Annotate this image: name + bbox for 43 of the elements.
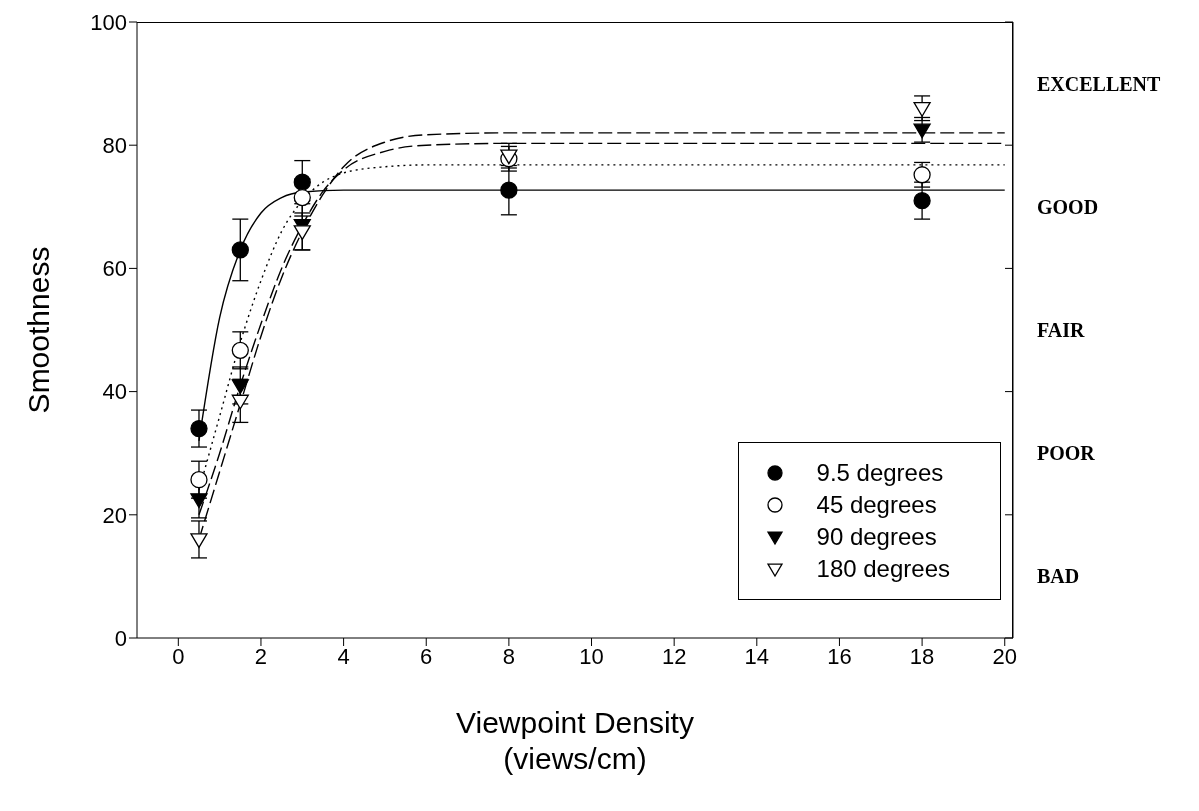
point	[231, 379, 249, 395]
y-tick-label: 40	[102, 379, 127, 405]
x-tick-label: 4	[337, 643, 350, 669]
x-tick-label: 0	[172, 643, 185, 669]
x-tick-label: 12	[661, 643, 687, 669]
point	[913, 166, 931, 184]
x-tick-label: 20	[992, 643, 1017, 669]
point	[293, 188, 311, 207]
text: GOOD	[1037, 194, 1099, 219]
point	[190, 533, 208, 549]
point	[500, 181, 518, 199]
legend-label: 180 degrees	[816, 554, 950, 584]
x-tick-label: 14	[744, 643, 770, 669]
point	[293, 173, 311, 191]
x-tick-label: 2	[254, 643, 268, 669]
y-tick-label: 80	[102, 133, 127, 159]
legend-label: 90 degrees	[816, 522, 937, 552]
point	[190, 471, 208, 489]
legend-label: 45 degrees	[816, 490, 937, 520]
x-tick-label: 10	[579, 643, 604, 669]
legend-label: 9.5 degrees	[816, 458, 944, 488]
x-tick-label: 18	[909, 643, 935, 669]
text: FAIR	[1037, 318, 1085, 342]
y-tick-label: 60	[102, 256, 127, 282]
x-tick-label: 8	[502, 643, 516, 669]
point	[190, 493, 208, 509]
point	[231, 394, 249, 410]
point	[913, 123, 931, 139]
point	[190, 419, 208, 438]
text: POOR	[1037, 441, 1095, 466]
point	[293, 225, 311, 241]
point	[913, 191, 931, 210]
y-axis-title: Smoothness	[21, 246, 55, 414]
text: BAD	[1037, 564, 1080, 589]
x-axis-title: Viewpoint Density (views/cm)	[456, 706, 694, 775]
point	[231, 241, 249, 259]
text: EXCELLENT	[1037, 71, 1161, 96]
y-tick-label: 0	[114, 625, 127, 651]
x-tick-label: 16	[827, 643, 852, 669]
y-tick-label: 100	[90, 9, 127, 35]
point	[231, 341, 249, 359]
x-tick-label: 6	[420, 643, 433, 669]
y-tick-label: 20	[102, 502, 127, 528]
